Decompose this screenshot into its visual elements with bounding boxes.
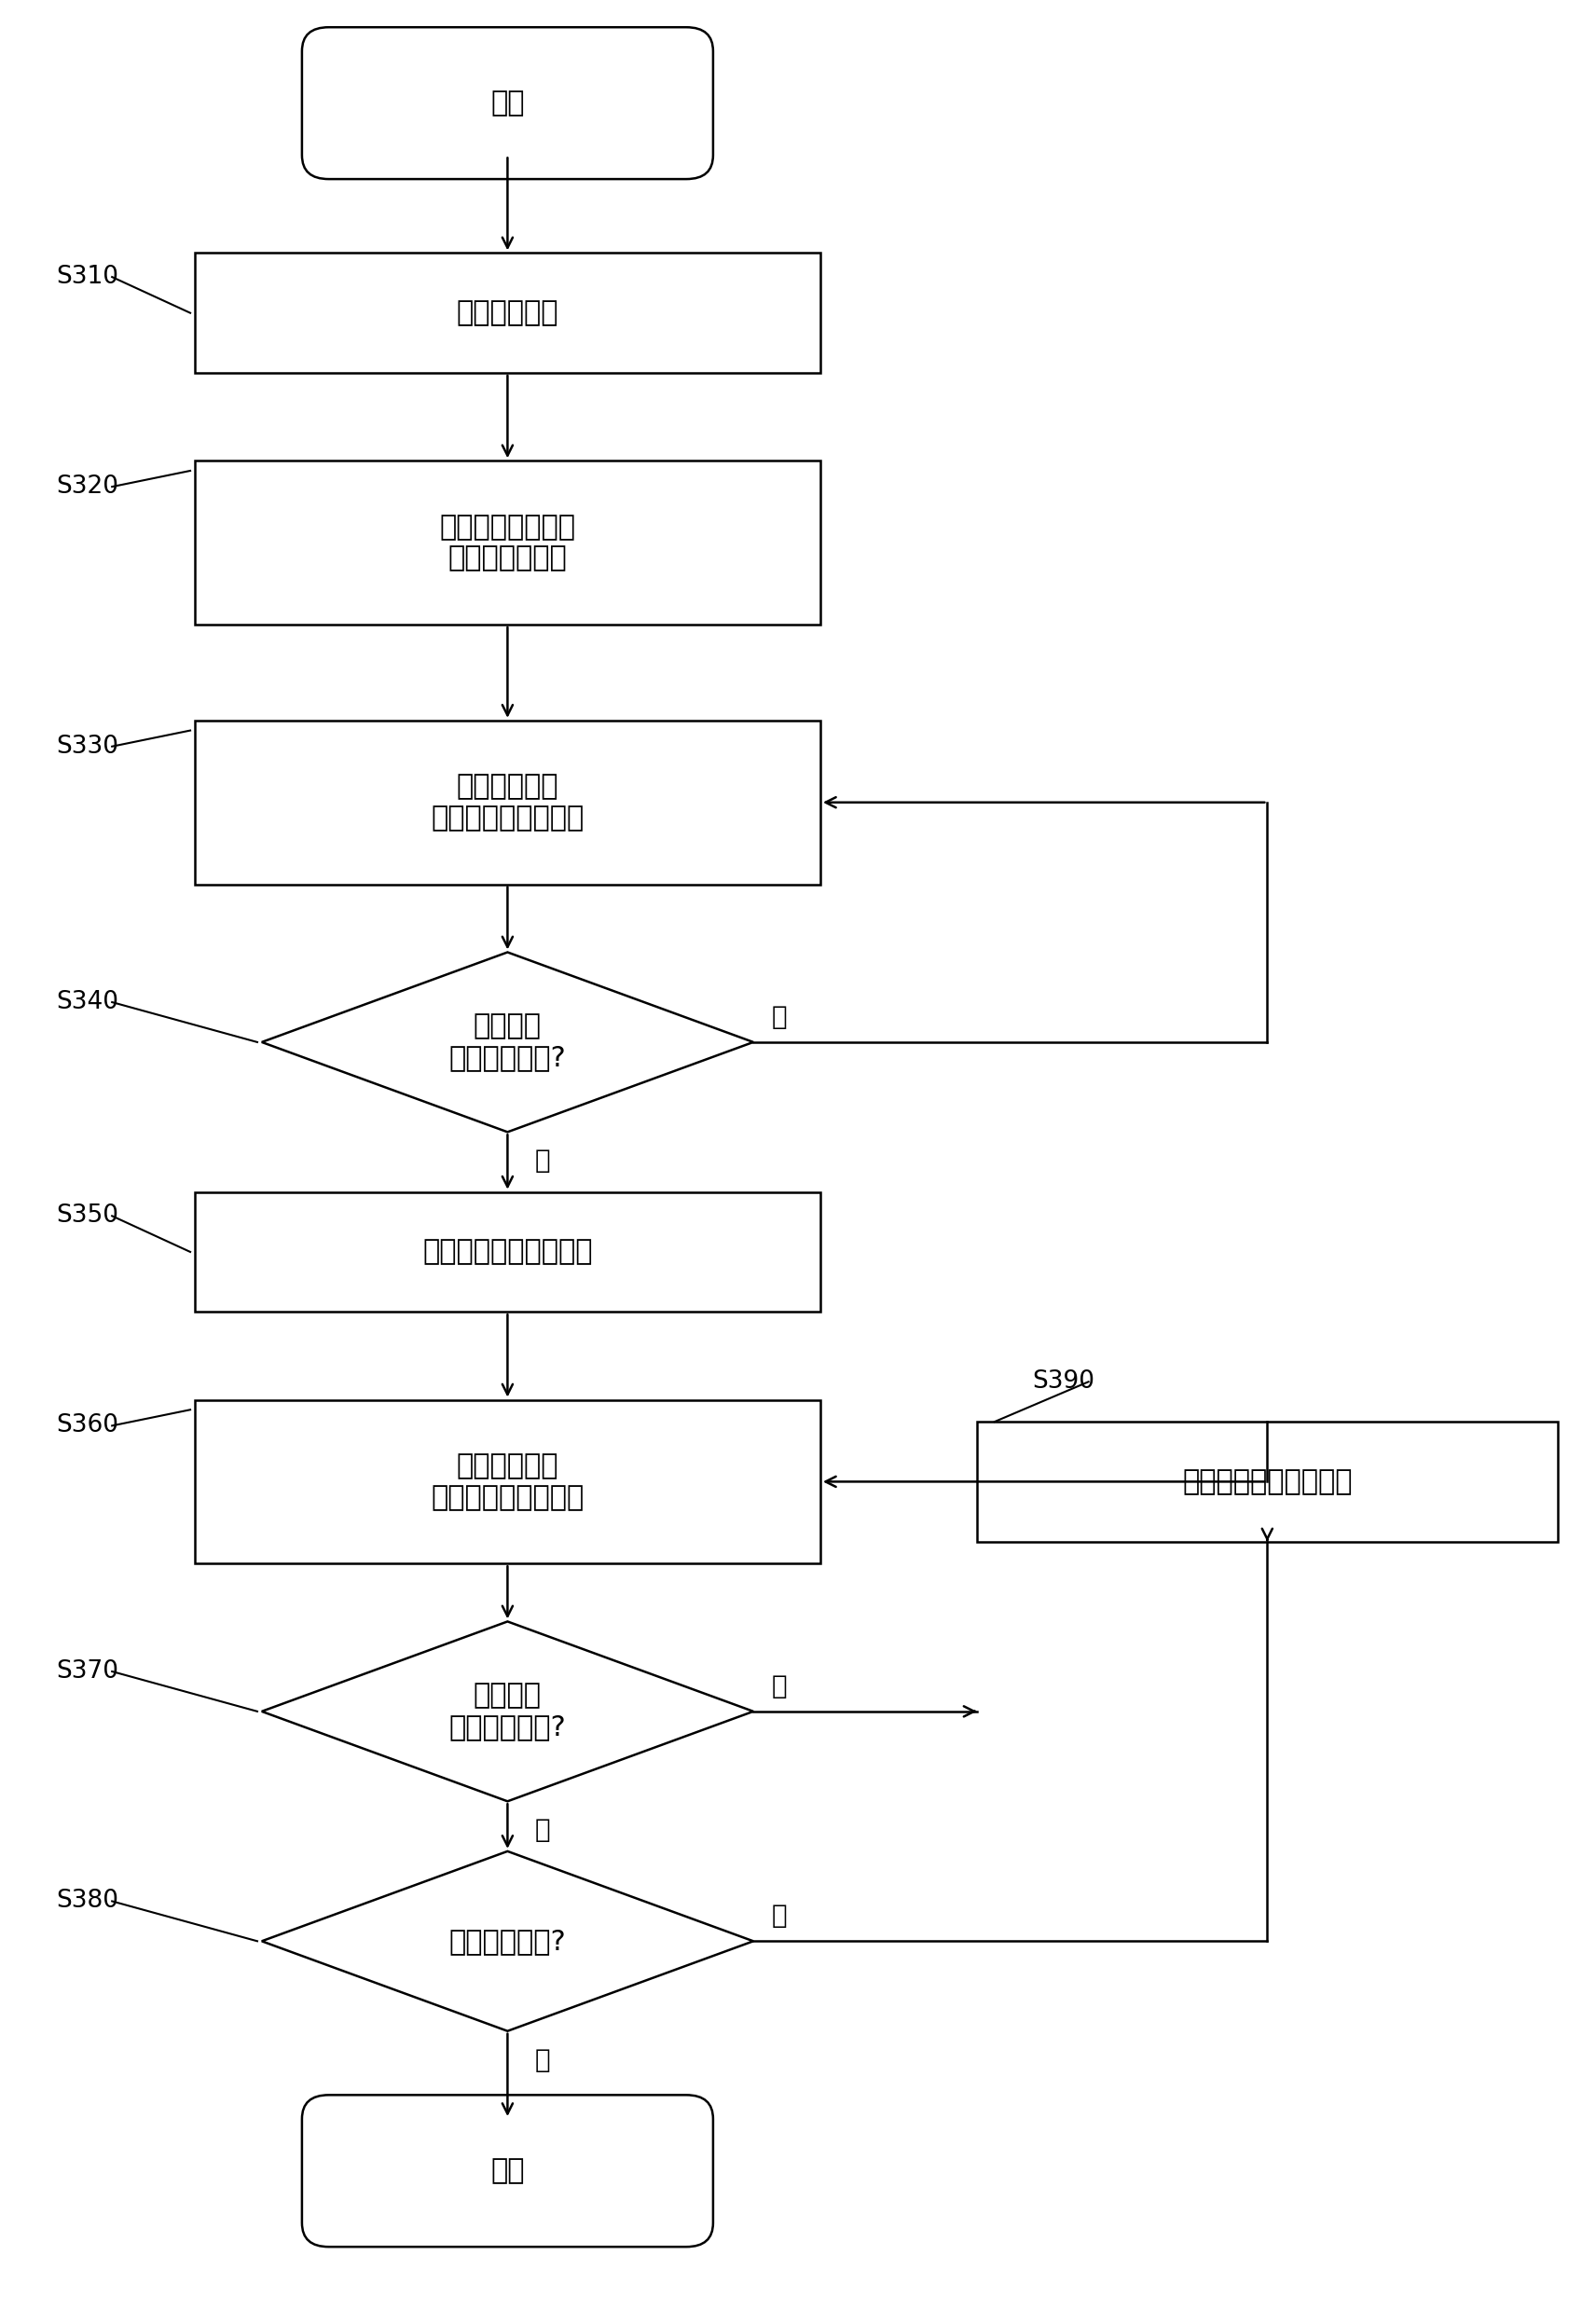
Text: S370: S370 bbox=[56, 1659, 118, 1683]
Bar bbox=[195, 1399, 820, 1564]
Text: 是否到达
第一目的位置?: 是否到达 第一目的位置? bbox=[448, 1013, 567, 1071]
Polygon shape bbox=[262, 1622, 753, 1801]
Text: 驱动布料小车
向第二目的位置移动: 驱动布料小车 向第二目的位置移动 bbox=[431, 1452, 584, 1511]
Text: S310: S310 bbox=[56, 265, 118, 288]
Text: S390: S390 bbox=[1033, 1369, 1095, 1394]
Bar bbox=[195, 253, 820, 372]
Polygon shape bbox=[262, 1852, 753, 2031]
Text: 是: 是 bbox=[535, 1148, 551, 1174]
Text: 布料操作完成?: 布料操作完成? bbox=[448, 1927, 567, 1954]
Text: 否: 否 bbox=[771, 1004, 787, 1030]
Text: 否: 否 bbox=[771, 1673, 787, 1699]
Text: S320: S320 bbox=[56, 474, 118, 500]
Text: 确定目的位置并设
置当前目的位置: 确定目的位置并设 置当前目的位置 bbox=[439, 514, 576, 572]
Bar bbox=[195, 720, 820, 885]
Text: 开始: 开始 bbox=[490, 91, 525, 116]
Text: S340: S340 bbox=[56, 990, 118, 1013]
Bar bbox=[195, 460, 820, 625]
Text: S350: S350 bbox=[56, 1204, 118, 1227]
Text: S380: S380 bbox=[56, 1889, 118, 1913]
Text: 开始: 开始 bbox=[490, 2157, 525, 2185]
Text: 是否到达
第二目的位置?: 是否到达 第二目的位置? bbox=[448, 1683, 567, 1741]
FancyBboxPatch shape bbox=[302, 2094, 713, 2247]
Bar bbox=[977, 1422, 1558, 1541]
Text: 驱动布料小车
向第一目的位置移动: 驱动布料小车 向第一目的位置移动 bbox=[431, 774, 584, 832]
Bar bbox=[195, 1192, 820, 1311]
Polygon shape bbox=[262, 953, 753, 1132]
Text: 选择判断方式: 选择判断方式 bbox=[456, 300, 559, 325]
Text: S360: S360 bbox=[56, 1413, 118, 1439]
Text: 是: 是 bbox=[535, 1817, 551, 1843]
Text: 是: 是 bbox=[535, 2047, 551, 2073]
Text: 否: 否 bbox=[771, 1903, 787, 1929]
Text: S330: S330 bbox=[56, 734, 118, 758]
FancyBboxPatch shape bbox=[302, 28, 713, 179]
Text: 重新设置当前目的位置: 重新设置当前目的位置 bbox=[1183, 1469, 1352, 1494]
Text: 重新设置当前目的位置: 重新设置当前目的位置 bbox=[423, 1239, 592, 1267]
